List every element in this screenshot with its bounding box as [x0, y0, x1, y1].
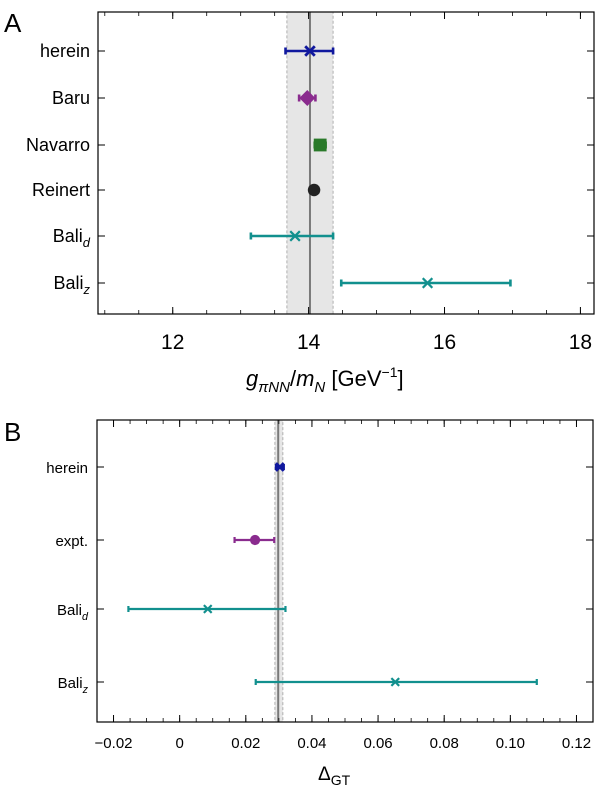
pa-marker-1	[299, 90, 316, 106]
pb-x-tick-label-1: 0	[175, 735, 183, 752]
pa-row-label-text-5: Bali	[54, 273, 84, 293]
x-axis-label-a-m: m	[296, 366, 314, 391]
x-axis-label-a-unit-close: ]	[397, 366, 403, 391]
panel-letter-b: B	[4, 417, 21, 447]
pb-marker-2	[203, 604, 213, 614]
pb-row-label-0: herein	[46, 460, 88, 477]
pb-marker-0	[274, 462, 285, 472]
pa-row-label-1: Baru	[52, 88, 90, 108]
pb-marker-1	[249, 534, 261, 546]
pb-marker-stroke-b-3	[390, 677, 400, 687]
pb-frame	[96, 419, 594, 723]
pa-marker-3	[307, 183, 321, 197]
pb-x-tick-label-5: 0.08	[430, 735, 459, 752]
pa-marker-square-2	[313, 138, 327, 152]
pb-row-label-3: Baliz	[58, 675, 89, 696]
pa-row-label-0: herein	[40, 41, 90, 61]
pa-marker-4	[289, 230, 301, 242]
x-axis-label-a-unit: [GeV	[325, 366, 382, 391]
pb-row-label-text-0: herein	[46, 460, 88, 477]
pb-x-tick-label-3: 0.04	[297, 735, 326, 752]
pb-plot: −0.02 0 0.02 0.04 0.06 0.08 0.10 0.12 herein expt…	[46, 419, 594, 752]
pb-x-tick-label-4: 0.06	[363, 735, 392, 752]
x-axis-label-a-slash: /	[290, 366, 297, 391]
pa-marker-stroke-b-4	[289, 230, 301, 242]
pb-marker-circle-1	[249, 534, 261, 546]
pb-row-label-sub-2: d	[82, 611, 89, 623]
pa-row-label-sub-4: d	[83, 235, 91, 250]
pb-marker-stroke-b-2	[203, 604, 213, 614]
pa-row-label-5: Baliz	[54, 273, 91, 297]
x-axis-label-b-sub: GT	[331, 772, 351, 788]
pb-row-label-text-1: expt.	[55, 533, 88, 550]
pa-row-label-text-3: Reinert	[32, 180, 90, 200]
x-axis-label-a: gπNN/mN [GeV−1]	[246, 364, 404, 396]
x-axis-label-a-unit-sup: −1	[382, 364, 398, 380]
panel-letter-a: A	[4, 8, 22, 38]
pb-x-tick-label-7: 0.12	[562, 735, 591, 752]
pb-marker-3	[390, 677, 400, 687]
pb-x-tick-label-6: 0.10	[496, 735, 525, 752]
x-axis-label-a-m-sub: N	[314, 379, 325, 396]
pa-row-label-text-2: Navarro	[26, 135, 90, 155]
pb-marker-stroke-b-0	[274, 462, 285, 472]
pb-row-label-text-2: Bali	[57, 602, 82, 619]
pa-marker-stroke-b-5	[421, 277, 434, 289]
pb-x-tick-label-0: −0.02	[95, 735, 133, 752]
pa-marker-5	[421, 277, 434, 289]
pb-row-label-text-3: Bali	[58, 675, 83, 692]
x-axis-label-a-g-sub: πNN	[258, 379, 290, 396]
pa-marker-0	[304, 45, 316, 57]
pa-row-label-sub-5: z	[83, 282, 91, 297]
pa-row-label-4: Balid	[53, 226, 91, 250]
pa-frame	[97, 11, 595, 315]
pa-x-tick-label-2: 16	[433, 331, 456, 354]
x-axis-label-b-main: Δ	[318, 764, 331, 785]
x-axis-label-b: ΔGT	[318, 764, 351, 788]
pa-marker-circle-3	[307, 183, 321, 197]
pa-row-label-text-0: herein	[40, 41, 90, 61]
pa-x-tick-label-1: 14	[297, 331, 321, 354]
pb-x-tick-label-2: 0.02	[231, 735, 260, 752]
pa-marker-diamond-1	[299, 90, 316, 106]
pa-row-label-text-4: Bali	[53, 226, 83, 246]
pa-row-label-3: Reinert	[32, 180, 90, 200]
pb-row-label-2: Balid	[57, 602, 89, 623]
pa-marker-stroke-b-0	[304, 45, 316, 57]
pa-row-label-2: Navarro	[26, 135, 90, 155]
pb-row-label-sub-3: z	[82, 684, 89, 696]
pa-plot: 12 14 16 18hereinBaruNavarroReinertBalidBal…	[26, 11, 595, 354]
pa-row-label-text-1: Baru	[52, 88, 90, 108]
pa-marker-2	[313, 138, 327, 152]
pb-row-label-1: expt.	[55, 533, 88, 550]
x-axis-label-a-g: g	[246, 366, 259, 391]
pa-x-tick-label-3: 18	[569, 331, 592, 354]
pa-x-tick-label-0: 12	[161, 331, 184, 354]
